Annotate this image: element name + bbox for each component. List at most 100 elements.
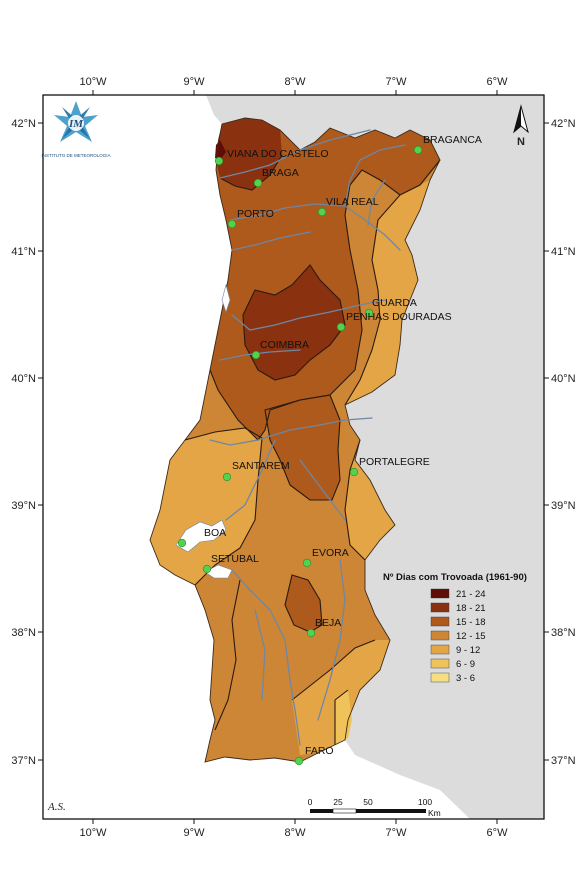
legend-item: 9 - 12 [430,644,480,656]
im-logo: IM INSTITUTO DE METEOROLOGIA [42,101,111,158]
lon-label: 6°W [487,76,509,88]
longitude-labels-bottom: 10°W 9°W 8°W 7°W 6°W [79,819,508,839]
scale-bar: 0 25 50 100 Km [308,797,441,818]
lon-label: 8°W [285,76,307,88]
author-signature: A.S. [47,801,66,813]
im-logo-star-icon [54,101,98,142]
city-label: PORTALEGRE [359,456,430,468]
scale-tick: 100 [418,797,432,807]
lon-label: 6°W [487,827,509,839]
city-label: VIANA DO CASTELO [227,148,329,160]
city-guarda: GUARDA [364,297,417,318]
city-label: GUARDA [372,297,417,309]
city-label: FARO [305,745,334,757]
city-marker [302,558,312,568]
legend-swatch [430,658,450,669]
legend-label: 9 - 12 [456,645,480,656]
cities: VIANA DO CASTELO BRAGA PORTO VILA REAL B… [177,134,482,766]
north-arrow-icon: N [513,104,529,148]
logo-caption: INSTITUTO DE METEOROLOGIA [42,153,111,158]
city-marker [253,178,263,188]
zone-9-12-east [345,180,430,405]
lat-label: 41°N [551,246,576,258]
city-viana-do-castelo: VIANA DO CASTELO [214,148,329,166]
city-marker [349,467,359,477]
lon-label: 9°W [184,827,206,839]
lat-label: 40°N [11,373,36,385]
legend-title: Nº Dias com Trovoada (1961-90) [383,572,527,583]
city-label: BRAGA [262,167,299,179]
city-label: PORTO [237,208,274,220]
legend-swatch [430,630,450,641]
legend-item: 21 - 24 [430,588,486,600]
city-label: BEJA [315,617,341,629]
lon-label: 10°W [79,76,107,88]
city-marker [251,350,261,360]
legend-label: 21 - 24 [456,589,486,600]
city-faro: FARO [294,745,334,766]
zone-15-18-centre [265,395,340,500]
portugal-border [149,117,441,763]
scale-tick: 25 [333,797,343,807]
city-marker [306,628,316,638]
lat-label: 38°N [551,627,576,639]
sado-estuary [204,564,233,579]
legend-swatch [430,672,450,683]
north-label: N [517,136,525,148]
legend-label: 15 - 18 [456,617,486,628]
legend-item: 3 - 6 [430,672,475,684]
city-marker [364,308,374,318]
city-label: COIMBRA [260,339,309,351]
zone-6-9-south [335,690,352,745]
legend-item: 12 - 15 [430,630,486,642]
city-setubal: SETUBAL [202,553,259,574]
legend-swatch [430,588,450,599]
city-beja: BEJA [306,617,341,638]
lon-label: 7°W [386,827,408,839]
city-santarem: SANTAREM [222,460,290,482]
isolines [184,154,441,745]
legend-item: 18 - 21 [430,602,486,614]
city-evora: EVORA [302,547,349,568]
city-label: VILA REAL [326,196,379,208]
city-penhas-douradas: PENHAS DOURADAS [336,311,452,332]
legend-swatch [430,602,450,613]
latitude-labels-left: 42°N 41°N 40°N 39°N 38°N 37°N [11,118,43,767]
zone-15-18-beja [285,575,322,632]
legend-label: 18 - 21 [456,603,486,614]
scale-unit: Km [428,808,441,818]
lat-label: 38°N [11,627,36,639]
city-braganca: BRAGANCA [413,134,482,155]
city-marker [177,538,187,548]
zone-18-21-minho [216,118,282,190]
city-marker [222,472,232,482]
lon-label: 7°W [386,76,408,88]
lat-label: 39°N [11,500,36,512]
city-marker [227,219,237,229]
lon-label: 9°W [184,76,206,88]
lat-label: 37°N [551,755,576,767]
city-marker [413,145,423,155]
legend-label: 3 - 6 [456,673,475,684]
legend-label: 12 - 15 [456,631,486,642]
logo-text: IM [68,118,84,130]
scale-tick: 50 [363,797,373,807]
aveiro-lagoon [221,283,231,313]
latitude-labels-right: 42°N 41°N 40°N 39°N 38°N 37°N [544,118,576,767]
city-label: SANTAREM [232,460,290,472]
legend-item: 6 - 9 [430,658,475,670]
lat-label: 40°N [551,373,576,385]
legend-swatch [430,644,450,655]
spain-land [206,95,544,819]
city-label: BOA [204,527,226,539]
city-vila-real: VILA REAL [317,196,379,217]
lat-label: 39°N [551,500,576,512]
longitude-labels-top: 10°W 9°W 8°W 7°W 6°W [79,76,508,95]
rivers [209,129,406,746]
city-marker [317,207,327,217]
lat-label: 41°N [11,246,36,258]
legend-swatch [430,616,450,627]
city-marker [336,322,346,332]
city-porto: PORTO [227,208,274,229]
